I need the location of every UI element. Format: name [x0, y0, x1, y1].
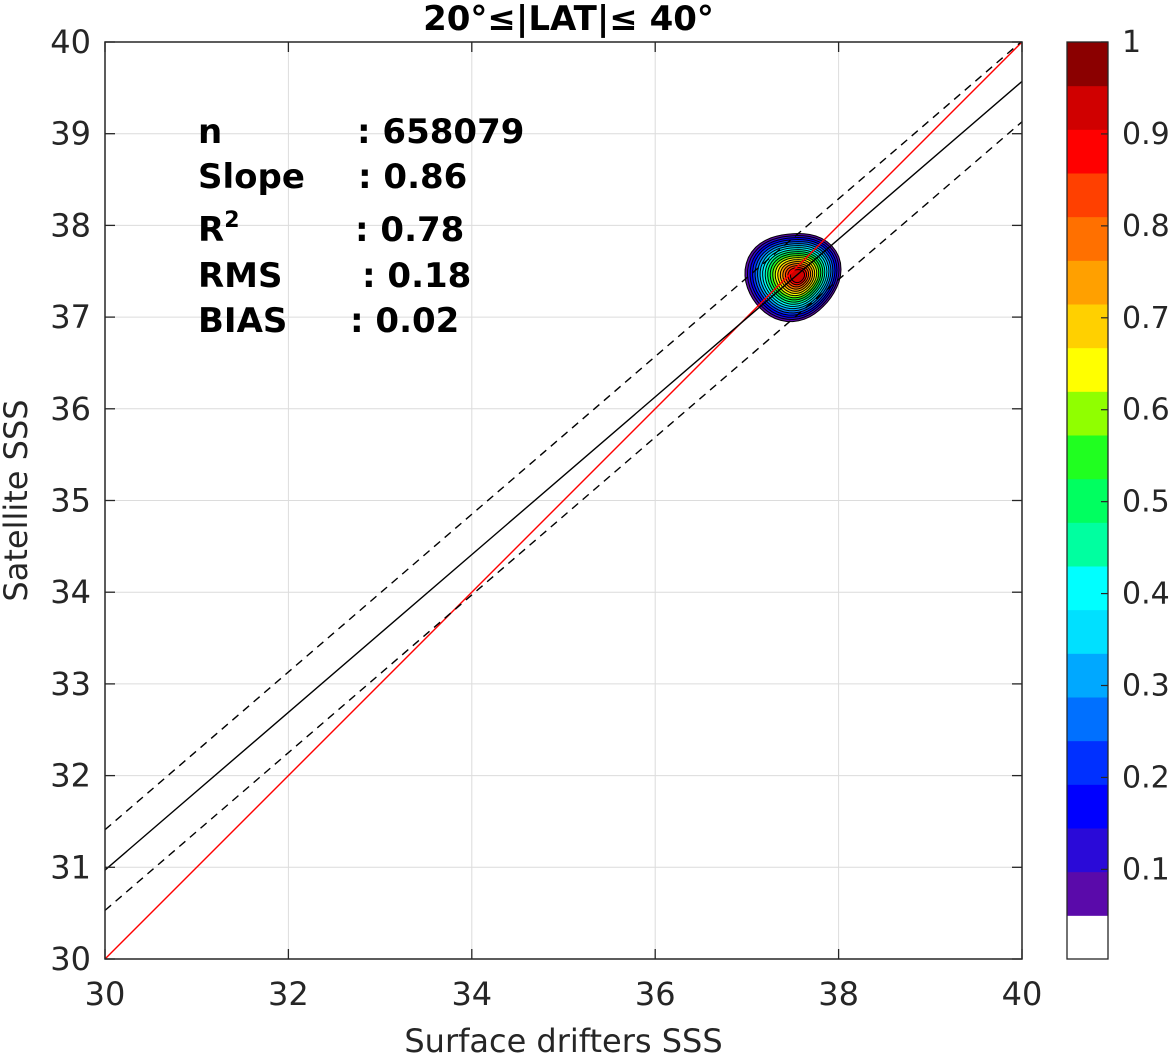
colorbar-segment: [1067, 347, 1108, 392]
y-tick-label: 34: [50, 573, 91, 611]
x-tick-label: 40: [1002, 975, 1043, 1013]
colorbar-segment: [1067, 216, 1108, 261]
y-axis-label: Satellite SSS: [0, 399, 35, 601]
x-axis-label: Surface drifters SSS: [404, 1022, 722, 1055]
colorbar-segment: [1067, 697, 1108, 742]
colorbar-tick-label: 0.3: [1122, 669, 1170, 704]
colorbar-tick-label: 0.7: [1122, 301, 1170, 336]
y-tick-label: 35: [50, 482, 91, 520]
colorbar-tick-label: 0.4: [1122, 577, 1170, 612]
regression-lower-line: [105, 121, 1022, 911]
colorbar-frame: [1066, 41, 1109, 960]
colorbar-segment: [1067, 522, 1108, 567]
chart-title: 20°≤|LAT|≤ 40°: [423, 0, 714, 39]
x-tick-label: 32: [268, 975, 309, 1013]
colorbar-segment: [1067, 260, 1108, 305]
colorbar-tick-label: 0.8: [1122, 209, 1170, 244]
colorbar-segment: [1067, 653, 1108, 698]
one-to-one-line: [105, 42, 1022, 959]
colorbar-segment: [1067, 304, 1108, 349]
grid: [105, 42, 1022, 959]
stat-value: : 0.18: [362, 256, 471, 296]
statistics-annotation: n : 658079 Slope : 0.86 R2 : 0.78 RMS : 0.18 BIA…: [198, 112, 524, 341]
x-tick-label: 34: [451, 975, 492, 1013]
colorbar-segment: [1067, 740, 1108, 785]
colorbar-tick-label: 0.1: [1122, 852, 1170, 887]
colorbar-tick-label: 0.2: [1122, 760, 1170, 795]
y-tick-label: 40: [50, 23, 91, 61]
x-tick-label: 36: [635, 975, 676, 1013]
y-tick-label: 30: [50, 940, 91, 978]
stat-value: : 0.78: [355, 210, 464, 250]
regression-line: [105, 80, 1022, 871]
colorbar-segment: [1067, 871, 1108, 916]
colorbar-segment: [1067, 828, 1108, 873]
x-tick-label: 38: [818, 975, 859, 1013]
stat-label: R2: [198, 208, 240, 250]
colorbar-tick-label: 0.6: [1122, 393, 1170, 428]
colorbar-segment: [1067, 435, 1108, 480]
colorbar: 0.1 0.2 0.3 0.4 0.5 0.6 0.7 0.8 0.9 1: [1066, 25, 1170, 960]
colorbar-segment: [1067, 42, 1108, 87]
y-tick-label: 37: [50, 298, 91, 336]
y-tick-label: 33: [50, 665, 91, 703]
stat-value: : 658079: [357, 112, 524, 152]
colorbar-segment: [1067, 85, 1108, 130]
colorbar-segment: [1067, 915, 1108, 960]
stat-label: Slope: [198, 157, 305, 197]
colorbar-tick-label: 0.5: [1122, 485, 1170, 520]
reference-lines: [105, 42, 1022, 959]
regression-upper-line: [105, 42, 1022, 831]
y-axis-ticks: 30 31 32 33 34 35 36 37 38 39 40: [50, 23, 1022, 978]
colorbar-tick-label: 1: [1122, 25, 1141, 60]
colorbar-segment: [1067, 129, 1108, 174]
y-tick-label: 38: [50, 206, 91, 244]
colorbar-segment: [1067, 173, 1108, 218]
colorbar-tick-label: 0.9: [1122, 117, 1170, 152]
y-tick-label: 32: [50, 757, 91, 795]
x-tick-label: 30: [85, 975, 126, 1013]
y-tick-label: 31: [50, 848, 91, 886]
colorbar-segment: [1067, 566, 1108, 611]
stat-label: RMS: [198, 256, 283, 296]
colorbar-segment: [1067, 784, 1108, 829]
stat-value: : 0.02: [350, 301, 459, 341]
stat-value: : 0.86: [358, 157, 467, 197]
colorbar-segment: [1067, 609, 1108, 654]
x-axis-ticks: 30 32 34 36 38 40: [85, 42, 1043, 1013]
density-contour: [789, 269, 806, 284]
stat-label: BIAS: [198, 301, 287, 341]
y-tick-label: 39: [50, 115, 91, 153]
colorbar-segment: [1067, 391, 1108, 436]
stat-label: n: [198, 112, 222, 152]
colorbar-segment: [1067, 478, 1108, 523]
y-tick-label: 36: [50, 390, 91, 428]
